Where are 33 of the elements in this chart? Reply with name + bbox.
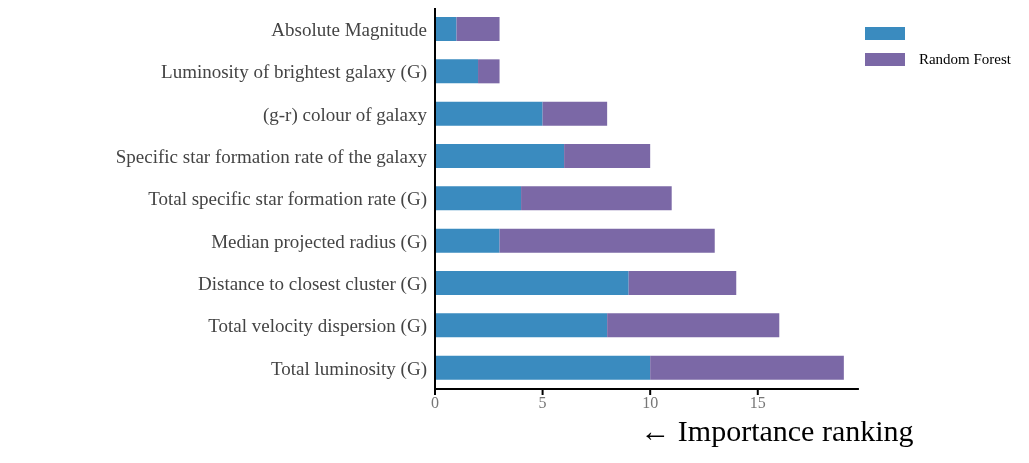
y-tick-label: Luminosity of brightest galaxy (G) xyxy=(161,61,427,84)
bar xyxy=(650,355,844,380)
bar xyxy=(435,355,651,380)
bar xyxy=(435,271,629,295)
y-tick-label: Total luminosity (G) xyxy=(271,357,427,380)
x-tick-label: 5 xyxy=(538,394,547,412)
x-axis-title: ← Importance ranking xyxy=(640,414,914,447)
x-tick-label: 15 xyxy=(749,394,766,412)
y-tick-label: Total velocity dispersion (G) xyxy=(208,315,427,338)
y-tick-label: Specific star formation rate of the galaxy xyxy=(115,145,428,167)
bar xyxy=(564,144,651,168)
bar xyxy=(628,271,737,295)
bar xyxy=(435,101,543,126)
bar xyxy=(478,59,500,84)
bar xyxy=(499,228,715,253)
bar xyxy=(435,144,565,168)
bar xyxy=(542,101,608,126)
bar xyxy=(435,59,479,84)
bar xyxy=(435,17,457,41)
legend-label: Random Forest xyxy=(918,50,1011,68)
x-tick-label: 10 xyxy=(642,394,659,412)
y-tick-label: Total specific star formation rate (G) xyxy=(148,188,427,211)
y-tick-label: Distance to closest cluster (G) xyxy=(198,272,427,295)
bar xyxy=(607,313,780,338)
y-tick-label: Absolute Magnitude xyxy=(271,18,427,40)
y-tick-label: (g-r) colour of galaxy xyxy=(262,103,428,126)
bar xyxy=(521,186,672,211)
bar xyxy=(435,313,608,338)
bar xyxy=(456,17,500,41)
bar xyxy=(435,186,522,211)
bar xyxy=(435,228,500,253)
y-tick-label: Median projected radius (G) xyxy=(211,230,427,253)
x-tick-label: 0 xyxy=(431,394,439,412)
